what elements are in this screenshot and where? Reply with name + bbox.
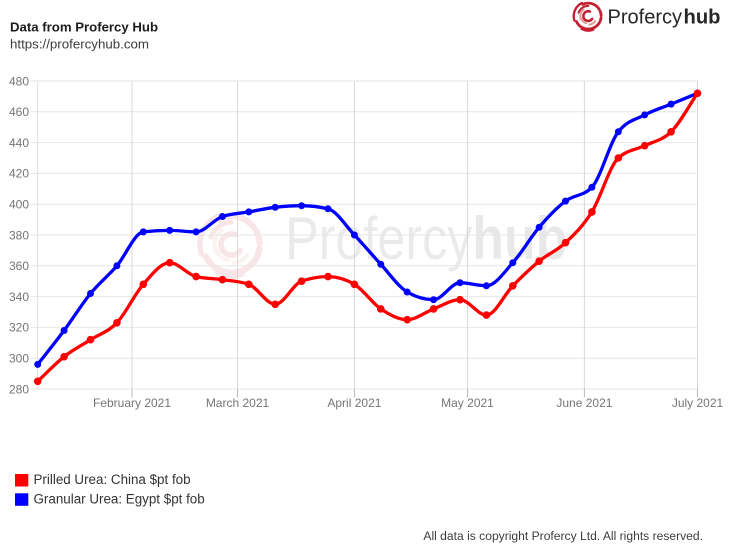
svg-text:420: 420 — [9, 167, 29, 181]
svg-text:Data from Profercy Hub: Data from Profercy Hub — [10, 19, 158, 34]
svg-text:March 2021: March 2021 — [206, 396, 270, 410]
svg-text:340: 340 — [9, 290, 29, 304]
svg-text:400: 400 — [9, 198, 29, 212]
svg-text:Profercy: Profercy — [608, 6, 683, 28]
svg-text:Granular Urea: Egypt $pt fob: Granular Urea: Egypt $pt fob — [34, 491, 205, 506]
svg-text:hub: hub — [472, 205, 567, 272]
svg-text:360: 360 — [9, 259, 29, 273]
svg-text:February 2021: February 2021 — [93, 396, 171, 410]
svg-text:320: 320 — [9, 321, 29, 335]
svg-text:300: 300 — [9, 352, 29, 366]
svg-text:July 2021: July 2021 — [672, 396, 724, 410]
svg-text:May 2021: May 2021 — [441, 396, 494, 410]
svg-text:All data is copyright Profercy: All data is copyright Profercy Ltd. All … — [423, 529, 703, 543]
svg-text:hub: hub — [684, 6, 721, 28]
svg-text:June 2021: June 2021 — [556, 396, 612, 410]
svg-text:April 2021: April 2021 — [327, 396, 381, 410]
svg-text:460: 460 — [9, 105, 29, 119]
svg-text:280: 280 — [9, 382, 29, 396]
svg-text:380: 380 — [9, 228, 29, 242]
svg-text:Prilled Urea: China $pt fob: Prilled Urea: China $pt fob — [34, 472, 191, 487]
svg-text:https://profercyhub.com: https://profercyhub.com — [10, 37, 149, 52]
svg-text:440: 440 — [9, 136, 29, 150]
svg-text:480: 480 — [9, 74, 29, 88]
